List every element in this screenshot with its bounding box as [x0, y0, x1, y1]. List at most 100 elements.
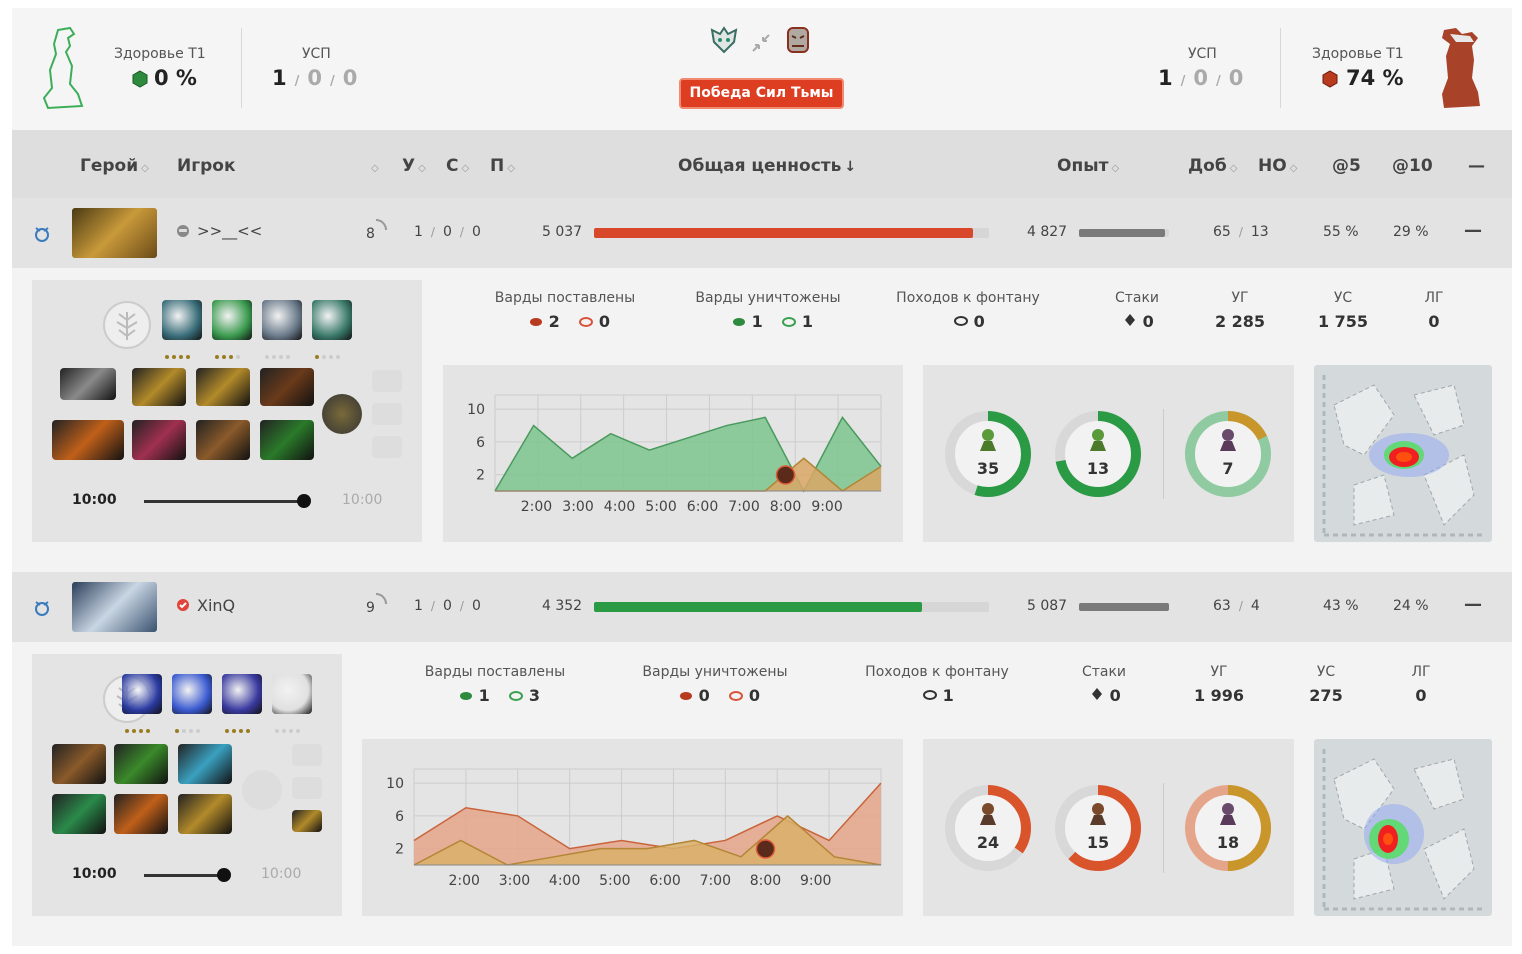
divider: [1280, 28, 1281, 108]
hero-portrait[interactable]: [72, 582, 157, 632]
backpack-slot[interactable]: [372, 403, 402, 425]
col-lasthits[interactable]: Доб ◇: [1188, 156, 1238, 176]
expand-toggle-icon[interactable]: [32, 224, 52, 244]
left-tower-silhouette-icon: [42, 26, 84, 110]
backpack-item-icon[interactable]: [292, 810, 322, 832]
col-xp[interactable]: Опыт ◇: [1057, 156, 1120, 176]
timeline-slider-handle[interactable]: [297, 494, 311, 508]
death-marker-icon: [755, 839, 776, 859]
neutral-item-icon[interactable]: [322, 394, 362, 434]
timeline-slider[interactable]: [144, 500, 304, 503]
kill-ring: [1055, 785, 1141, 871]
col-assists[interactable]: П ◇: [490, 156, 515, 176]
y-tick-label: 6: [395, 809, 404, 825]
col-hero[interactable]: Герой ◇: [80, 156, 149, 176]
item-icon[interactable]: [114, 744, 168, 784]
xp-bar: [1079, 229, 1169, 237]
ability-icon[interactable]: [162, 300, 202, 340]
col-networth[interactable]: Общая ценность ↓: [678, 156, 857, 176]
ability-level-dots: [125, 718, 153, 737]
item-icon[interactable]: [196, 420, 250, 460]
ability-icon[interactable]: [262, 300, 302, 340]
expand-toggle-icon[interactable]: [32, 598, 52, 618]
stat-label: УГ: [1231, 290, 1249, 306]
position-heatmap[interactable]: [1314, 739, 1492, 916]
item-icon[interactable]: [132, 368, 186, 406]
neutral-slot[interactable]: [242, 770, 282, 810]
collapse-all-button[interactable]: —: [1468, 156, 1485, 176]
talent-tree-icon[interactable]: [102, 300, 152, 350]
item-icon[interactable]: [114, 794, 168, 834]
stat-value: 275: [1309, 686, 1343, 705]
x-tick-label: 7:00: [700, 873, 731, 889]
stat-value: 1: [923, 686, 954, 705]
ability-icon[interactable]: [212, 300, 252, 340]
item-icon[interactable]: [178, 744, 232, 784]
right-hp-value: 74 %: [1346, 66, 1404, 90]
networth-chart-panel: 10 6 2 2:00 3:00 4:00 5:00 6:00 7:00 8:00 9:00: [443, 365, 903, 542]
stack-icon: [1092, 688, 1102, 700]
col-player[interactable]: Игрок: [177, 156, 236, 176]
item-icon[interactable]: [260, 368, 314, 406]
collapse-row-button[interactable]: —: [1464, 594, 1482, 615]
ability-icon[interactable]: [222, 674, 262, 714]
ability-level-dots: [225, 718, 253, 737]
col-kills[interactable]: У ◇: [402, 156, 426, 176]
x-tick-label: 8:00: [750, 873, 781, 889]
item-icon[interactable]: [196, 368, 250, 406]
player-name[interactable]: XinQ: [197, 596, 236, 615]
item-icon[interactable]: [178, 794, 232, 834]
backpack-slot[interactable]: [372, 436, 402, 458]
backpack-slot[interactable]: [292, 744, 322, 766]
hero-portrait[interactable]: [72, 208, 157, 258]
collapse-row-button[interactable]: —: [1464, 220, 1482, 241]
player-name[interactable]: >>__<<: [197, 222, 263, 240]
left-hp-value: 0 %: [154, 66, 197, 90]
ability-icon[interactable]: [272, 674, 312, 714]
position-heatmap[interactable]: [1314, 365, 1492, 542]
item-icon[interactable]: [52, 744, 106, 784]
col-at5[interactable]: @5: [1332, 156, 1361, 176]
hero-level: 9: [366, 600, 375, 616]
ability-icon[interactable]: [122, 674, 162, 714]
match-panel: Здоровье Т1 0 % УСП 1/0/0 Победа Сил Тьм…: [12, 8, 1512, 946]
timeline-slider-handle[interactable]: [217, 868, 231, 882]
items-skills-panel: 10:00 10:00: [32, 654, 342, 916]
networth-value: 4 352: [542, 598, 583, 614]
kill-ring-count: 13: [1086, 459, 1110, 478]
item-icon[interactable]: [52, 420, 124, 460]
player-details: 10:00 10:00 Варды поставлены 1 3 Варды унич…: [12, 642, 1512, 946]
networth-chart: 10 6 2 2:00 3:00 4:00 5:00 6:00 7:00 8:00 9:00: [386, 768, 882, 889]
ward-placed-sentry-icon: [509, 691, 524, 701]
creep-icon: [980, 429, 996, 451]
y-tick-label: 6: [476, 435, 485, 451]
stat-value-pair: 1 3: [459, 686, 540, 705]
timeline-slider[interactable]: [144, 874, 224, 877]
player-row[interactable]: >>__<< 8 1/0/0 5 037 4 827 65/13 55 % 29…: [12, 198, 1512, 268]
backpack-slot[interactable]: [372, 370, 402, 392]
item-icon[interactable]: [52, 794, 106, 834]
player-row[interactable]: XinQ 9 1/0/0 4 352 5 087 63/4 43 % 24 % …: [12, 572, 1512, 642]
item-icon[interactable]: [132, 420, 186, 460]
col-at10[interactable]: @10: [1392, 156, 1433, 176]
backpack-slot[interactable]: [292, 777, 322, 799]
item-icon[interactable]: [260, 420, 314, 460]
timeline-end: 10:00: [261, 866, 302, 882]
ability-icon[interactable]: [312, 300, 352, 340]
col-denies[interactable]: НО ◇: [1258, 156, 1298, 176]
right-tower-silhouette-icon: [1442, 28, 1480, 108]
divider: [1163, 783, 1164, 873]
ability-icon[interactable]: [172, 674, 212, 714]
kills-breakdown-panel: 35 13 7: [923, 365, 1294, 542]
stat-value: 0: [1428, 312, 1440, 331]
creep-icon: [1090, 803, 1106, 825]
x-tick-label: 7:00: [728, 499, 759, 515]
col-deaths[interactable]: С ◇: [446, 156, 470, 176]
fountain-trip-icon: [954, 316, 968, 326]
left-kda: 1/0/0: [272, 66, 358, 90]
col-level-sort[interactable]: ◇: [371, 163, 379, 174]
item-icon[interactable]: [60, 368, 116, 400]
ward-killed-obs-icon: [680, 692, 692, 700]
stat-value: 0: [1123, 312, 1154, 331]
right-kda-label: УСП: [1188, 46, 1217, 62]
